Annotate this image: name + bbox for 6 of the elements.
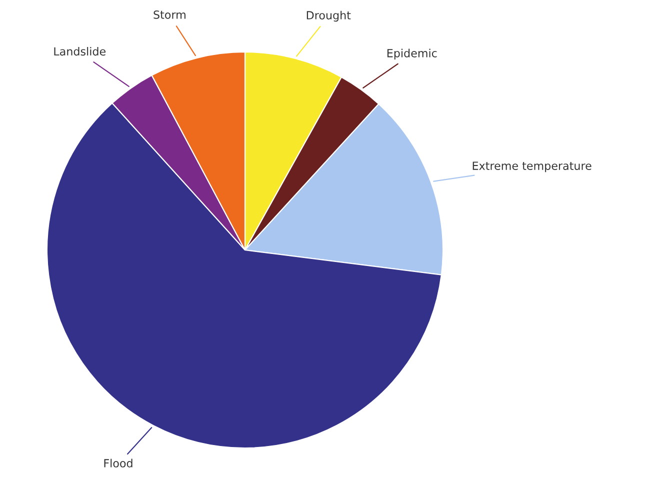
slice-label: Extreme temperature xyxy=(472,162,592,172)
slice-label: Flood xyxy=(104,458,132,468)
slice-label: Drought xyxy=(306,10,351,22)
slice-label: Storm xyxy=(154,10,186,19)
slice-label: Landslide xyxy=(54,46,106,56)
slice-label: Epidemic xyxy=(387,48,437,60)
